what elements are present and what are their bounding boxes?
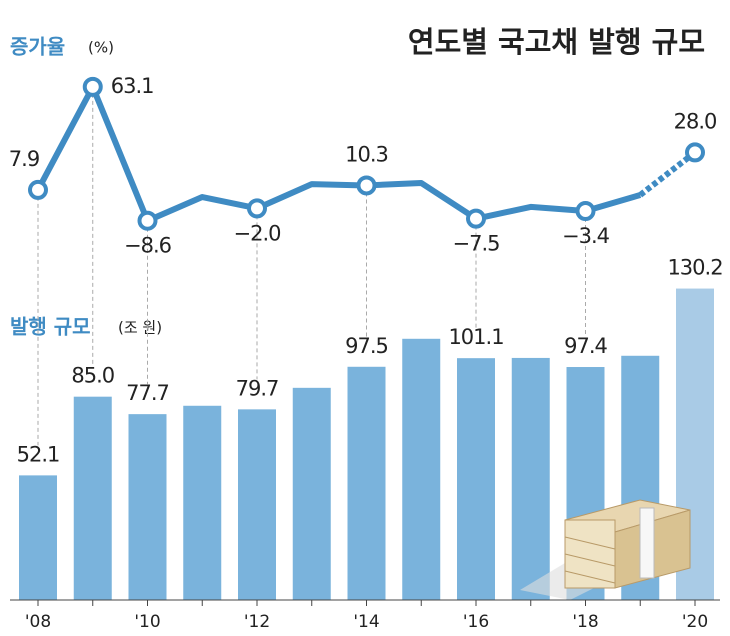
- x-tick-label: '16: [463, 612, 489, 632]
- bar: [19, 475, 57, 600]
- x-tick-label: '20: [682, 612, 708, 632]
- line-value-label: 63.1: [111, 74, 154, 98]
- line-value-label: −3.4: [562, 224, 610, 248]
- line-point: [575, 201, 596, 222]
- line-value-label: −2.0: [234, 221, 281, 245]
- x-tick-label: '12: [244, 612, 270, 632]
- x-tick-label: '08: [25, 612, 51, 632]
- line-point: [356, 175, 377, 196]
- money-illustration: [520, 499, 691, 600]
- bar: [73, 396, 112, 600]
- bar-value-label: 97.5: [345, 334, 388, 358]
- bar: [347, 366, 386, 600]
- bar: [292, 387, 331, 600]
- line-value-label: −8.6: [124, 234, 172, 258]
- chart-title: 연도별 국고채 발행 규모: [408, 25, 705, 59]
- line-point: [28, 179, 48, 200]
- bar-axis-label: 발행 규모: [10, 315, 91, 339]
- x-tick-label: '14: [353, 612, 379, 632]
- bar: [457, 358, 495, 600]
- bar-axis-unit: (조 원): [118, 319, 162, 337]
- line-point: [82, 76, 103, 97]
- x-tick-label: '18: [572, 612, 598, 632]
- line-point: [466, 208, 486, 229]
- line-point: [247, 198, 267, 219]
- bar: [402, 338, 441, 600]
- bar: [128, 414, 167, 600]
- line-value-label: −7.5: [453, 232, 500, 256]
- line-point: [137, 210, 158, 231]
- bar: [511, 357, 550, 600]
- bar: [183, 405, 222, 600]
- bar-value-label: 77.7: [126, 381, 169, 405]
- line-axis-unit: (%): [88, 39, 114, 57]
- x-tick-label: '10: [134, 612, 160, 632]
- bar-value-label: 130.2: [667, 256, 722, 280]
- line-value-label: 28.0: [674, 109, 717, 133]
- bar-value-label: 101.1: [448, 325, 503, 349]
- bar: [238, 409, 276, 600]
- line-series: [35, 83, 642, 224]
- bar-value-label: 79.7: [236, 376, 279, 400]
- bar-value-label: 97.4: [564, 334, 607, 358]
- bar-value-label: 52.1: [17, 442, 60, 466]
- bar-value-label: 85.0: [71, 364, 114, 388]
- line-point: [685, 142, 705, 163]
- line-value-label: 10.3: [345, 142, 388, 166]
- line-value-label: 7.9: [9, 147, 39, 171]
- line-series-dashed: [638, 150, 697, 198]
- line-axis-label: 증가율: [10, 35, 65, 59]
